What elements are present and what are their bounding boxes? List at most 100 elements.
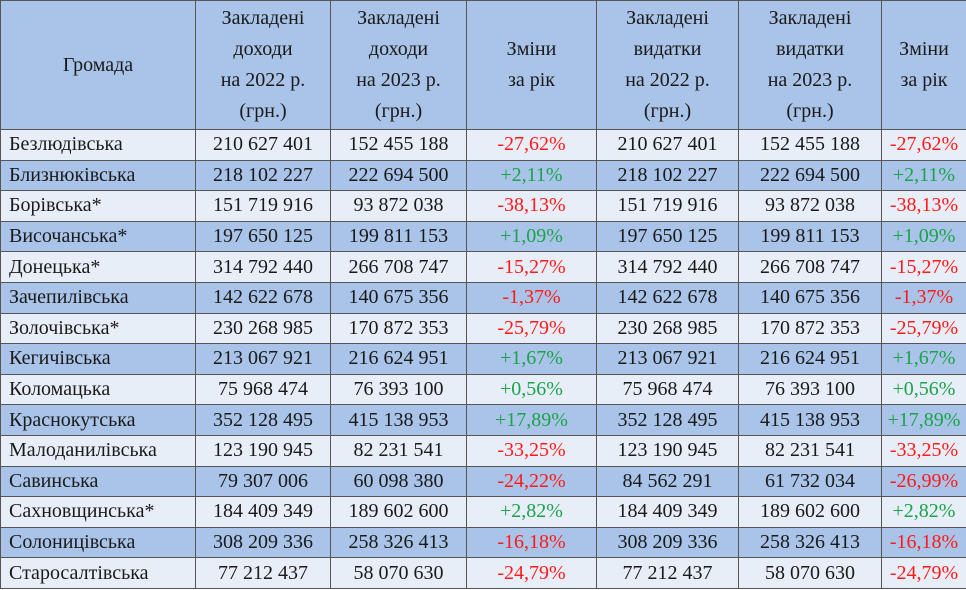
- expense-2023: 152 455 188: [738, 129, 882, 161]
- income-2022: 213 067 921: [195, 343, 331, 375]
- community-name: Височанська*: [0, 220, 196, 253]
- community-name: Борівська*: [0, 190, 196, 222]
- income-change: -1,37%: [466, 281, 597, 314]
- income-2023: 60 098 380: [330, 465, 467, 498]
- income-change: +2,11%: [466, 159, 597, 192]
- income-2022: 218 102 227: [195, 159, 331, 192]
- expense-2023: 140 675 356: [738, 281, 882, 314]
- expense-2022: 352 128 495: [596, 404, 739, 436]
- table-row: Борівська* 151 719 916 93 872 038 -38,13% 15…: [0, 190, 966, 222]
- header-income-2022: Закладені доходи на 2022 р. (грн.): [195, 0, 331, 130]
- expense-change: -33,25%: [881, 434, 966, 467]
- income-2022: 151 719 916: [195, 190, 331, 222]
- community-name: Солоницівська: [0, 526, 196, 559]
- income-change: -24,79%: [466, 557, 597, 589]
- header-line: (грн.): [374, 100, 423, 122]
- expense-2022: 142 622 678: [596, 281, 739, 314]
- income-2022: 210 627 401: [195, 129, 331, 161]
- header-line: доходи: [233, 38, 293, 60]
- expense-change: +17,89%: [881, 404, 966, 436]
- community-name: Сахновщинська*: [0, 496, 196, 528]
- header-line: видатки: [776, 38, 844, 60]
- table-row: Сахновщинська* 184 409 349 189 602 600 +2,8…: [0, 496, 966, 528]
- table-row: Височанська* 197 650 125 199 811 153 +1,09%…: [0, 220, 966, 253]
- expense-2022: 210 627 401: [596, 129, 739, 161]
- header-income-2023: Закладені доходи на 2023 р. (грн.): [330, 0, 467, 130]
- table-row: Коломацька 75 968 474 76 393 100 +0,56% 75 9…: [0, 373, 966, 406]
- header-line: за рік: [507, 69, 556, 91]
- income-2023: 58 070 630: [330, 557, 467, 589]
- header-expense-2022: Закладені видатки на 2022 р. (грн.): [596, 0, 739, 130]
- expense-2022: 197 650 125: [596, 220, 739, 253]
- income-2023: 140 675 356: [330, 281, 467, 314]
- community-name: Краснокутська: [0, 404, 196, 436]
- header-line: Закладені: [626, 7, 709, 29]
- table-body: Безлюдівська 210 627 401 152 455 188 -27,62…: [0, 129, 966, 589]
- table-row: Золочівська* 230 268 985 170 872 353 -25,79…: [0, 312, 966, 345]
- header-line: доходи: [368, 38, 429, 60]
- header-line: на 2022 р.: [220, 69, 306, 91]
- expense-2022: 75 968 474: [596, 373, 739, 406]
- community-name: Коломацька: [0, 373, 196, 406]
- income-2022: 352 128 495: [195, 404, 331, 436]
- expense-2022: 230 268 985: [596, 312, 739, 345]
- expense-2022: 314 792 440: [596, 251, 739, 283]
- community-name: Савинська: [0, 465, 196, 498]
- expense-2023: 258 326 413: [738, 526, 882, 559]
- header-line: (грн.): [239, 100, 287, 122]
- community-name: Безлюдівська: [0, 129, 196, 161]
- income-2022: 75 968 474: [195, 373, 331, 406]
- expense-2022: 84 562 291: [596, 465, 739, 498]
- table-row: Старосалтівська 77 212 437 58 070 630 -24,7…: [0, 557, 966, 589]
- header-line: на 2022 р.: [625, 69, 710, 91]
- income-2023: 82 231 541: [330, 434, 467, 467]
- header-line: на 2023 р.: [356, 69, 441, 91]
- table-row: Кегичівська 213 067 921 216 624 951 +1,67% 2…: [0, 343, 966, 375]
- expense-change: +1,09%: [881, 220, 966, 253]
- expense-change: -38,13%: [881, 190, 966, 222]
- income-change: -24,22%: [466, 465, 597, 498]
- expense-2023: 93 872 038: [738, 190, 882, 222]
- community-name: Золочівська*: [0, 312, 196, 345]
- expense-change: -24,79%: [881, 557, 966, 589]
- income-2023: 199 811 153: [330, 220, 467, 253]
- expense-2023: 76 393 100: [738, 373, 882, 406]
- header-community: Громада: [0, 0, 196, 130]
- expense-2023: 82 231 541: [738, 434, 882, 467]
- header-line: (грн.): [643, 100, 692, 122]
- income-2023: 266 708 747: [330, 251, 467, 283]
- header-line: Громада: [62, 53, 134, 76]
- income-2023: 415 138 953: [330, 404, 467, 436]
- expense-2023: 170 872 353: [738, 312, 882, 345]
- income-change: +0,56%: [466, 373, 597, 406]
- expense-change: -26,99%: [881, 465, 966, 498]
- income-change: -25,79%: [466, 312, 597, 345]
- header-line: Закладені: [221, 7, 305, 29]
- expense-2022: 213 067 921: [596, 343, 739, 375]
- community-name: Зачепилівська: [0, 281, 196, 314]
- expense-2022: 123 190 945: [596, 434, 739, 467]
- expense-change: +2,82%: [881, 496, 966, 528]
- income-2023: 216 624 951: [330, 343, 467, 375]
- header-line: (грн.): [786, 100, 834, 122]
- expense-change: -27,62%: [881, 129, 966, 161]
- income-2023: 189 602 600: [330, 496, 467, 528]
- table-row: Зачепилівська 142 622 678 140 675 356 -1,37…: [0, 281, 966, 314]
- expense-change: -25,79%: [881, 312, 966, 345]
- expense-change: -15,27%: [881, 251, 966, 283]
- income-2022: 197 650 125: [195, 220, 331, 253]
- income-change: -15,27%: [466, 251, 597, 283]
- income-change: -27,62%: [466, 129, 597, 161]
- table-row: Краснокутська 352 128 495 415 138 953 +17,8…: [0, 404, 966, 436]
- income-change: -33,25%: [466, 434, 597, 467]
- header-expense-2023: Закладені видатки на 2023 р. (грн.): [738, 0, 882, 130]
- expense-2023: 216 624 951: [738, 343, 882, 375]
- income-2022: 184 409 349: [195, 496, 331, 528]
- expense-2022: 77 212 437: [596, 557, 739, 589]
- expense-2022: 218 102 227: [596, 159, 739, 192]
- income-2022: 79 307 006: [195, 465, 331, 498]
- table-row: Безлюдівська 210 627 401 152 455 188 -27,62…: [0, 129, 966, 161]
- expense-change: +0,56%: [881, 373, 966, 406]
- header-line: за рік: [900, 69, 948, 91]
